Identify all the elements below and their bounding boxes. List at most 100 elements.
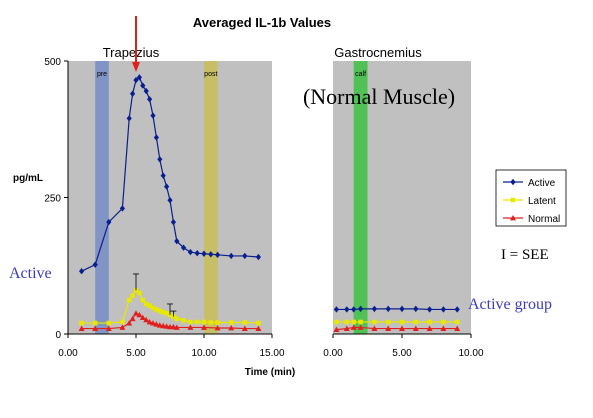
data-point-latent [215, 320, 220, 325]
data-point-latent [79, 320, 84, 326]
data-point-latent [188, 319, 193, 325]
data-point-normal [333, 326, 340, 333]
data-point-normal [228, 324, 235, 331]
data-point-active [157, 156, 163, 163]
data-point-active [454, 306, 460, 313]
band-post [204, 61, 218, 334]
data-point-latent [106, 320, 112, 326]
y-tick-label: 500 [44, 57, 61, 68]
x-tick-label: 0.00 [323, 348, 343, 359]
data-point-latent [130, 293, 135, 299]
series-line-active [81, 76, 259, 272]
data-point-active [187, 248, 193, 256]
data-point-normal [187, 324, 194, 330]
x-axis-label: Time (min) [245, 367, 295, 378]
band-pre [95, 61, 109, 334]
band-label-pre: pre [97, 71, 107, 78]
data-point-normal [146, 318, 153, 325]
data-point-normal [153, 321, 160, 327]
data-point-latent [194, 319, 200, 325]
data-point-active [147, 96, 153, 103]
data-point-normal [426, 325, 433, 331]
data-point-latent [120, 319, 125, 325]
data-point-active [201, 250, 207, 257]
band-label-calf: calf [355, 71, 366, 78]
plot-area: pre post 0.00 5.00 10.00 15.00 calf 0.00 5.00 10.… [44, 16, 484, 359]
data-point-active [126, 115, 132, 122]
data-point-latent [150, 305, 156, 311]
legend-marker-latent [510, 197, 516, 203]
data-point-latent [413, 319, 419, 325]
data-point-normal [143, 316, 150, 323]
data-point-latent [137, 290, 142, 296]
data-point-active [255, 253, 261, 261]
data-point-latent [164, 310, 169, 316]
data-point-normal [399, 325, 405, 331]
data-point-active [130, 90, 136, 97]
band-label-post: post [204, 71, 217, 78]
data-point-active [427, 306, 433, 313]
data-point-active [170, 218, 176, 226]
panel-title-gastrocnemius: Gastrocnemius [334, 45, 422, 60]
x-tick-label: 0.00 [58, 348, 78, 359]
data-point-latent [126, 297, 132, 303]
data-point-normal [385, 325, 392, 331]
data-point-active [181, 244, 187, 251]
active-group-annotation: Active group [468, 296, 552, 313]
data-point-latent [344, 319, 350, 325]
data-point-latent [140, 297, 146, 303]
data-point-active [106, 218, 112, 226]
data-point-active [79, 268, 85, 275]
data-point-active [153, 134, 159, 141]
x-tick-label: 5.00 [126, 348, 146, 359]
data-point-latent [441, 319, 446, 325]
data-point-normal [119, 324, 126, 330]
data-point-active [140, 82, 146, 89]
data-point-active [228, 252, 234, 260]
data-point-normal [133, 310, 139, 316]
data-point-normal [78, 325, 85, 331]
data-point-active [119, 205, 125, 212]
data-point-latent [147, 303, 152, 308]
data-point-normal [440, 325, 447, 331]
legend-entries: Active Latent Normal [503, 178, 560, 225]
data-point-latent [208, 320, 214, 325]
legend: Active Latent Normal [495, 169, 567, 227]
data-point-latent [228, 320, 234, 325]
y-tick-label: 250 [44, 194, 61, 205]
legend-marker-normal [510, 215, 516, 221]
data-point-active [136, 74, 142, 81]
legend-box [495, 169, 567, 227]
data-point-active [92, 261, 98, 268]
data-point-latent [143, 301, 149, 307]
data-point-normal [201, 324, 207, 330]
data-point-latent [454, 319, 460, 325]
red-arrow-head [132, 62, 140, 72]
legend-marker-active [510, 178, 516, 186]
legend-label-latent: Latent [528, 196, 556, 207]
panel-title-trapezius: Trapezius [103, 45, 160, 60]
data-point-normal [150, 320, 156, 326]
data-point-normal [214, 324, 221, 331]
legend-label-active: Active [528, 178, 556, 189]
data-point-active [174, 237, 180, 245]
data-point-normal [136, 311, 143, 318]
data-point-latent [242, 320, 248, 325]
data-point-normal [129, 315, 136, 322]
data-point-normal [454, 325, 461, 331]
legend-label-normal: Normal [528, 214, 560, 225]
data-point-active [150, 112, 156, 119]
active-left-annotation: Active [9, 265, 52, 282]
y-axis-label: pg/mL [13, 173, 43, 184]
data-point-active [385, 305, 391, 313]
data-point-normal [350, 324, 357, 330]
data-point-latent [201, 319, 207, 325]
data-point-active [440, 306, 446, 313]
data-point-latent [181, 318, 186, 323]
data-point-active [344, 306, 350, 313]
data-point-normal [371, 325, 378, 331]
x-tick-label: 5.00 [392, 348, 412, 359]
data-point-active [333, 306, 340, 313]
data-point-active [208, 251, 214, 258]
